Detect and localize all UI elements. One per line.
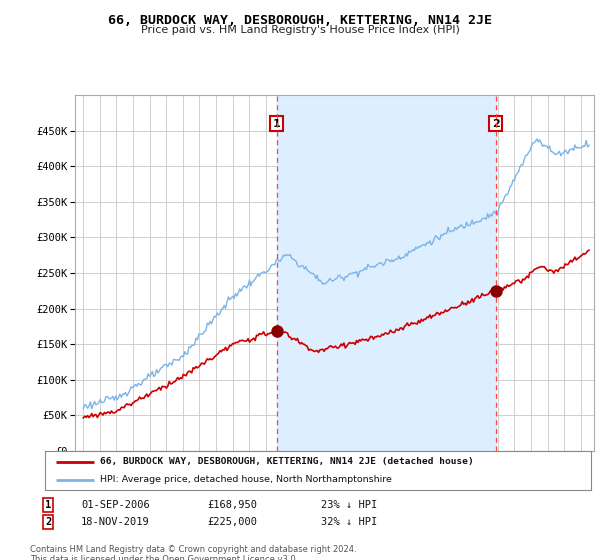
Bar [277, 95, 496, 451]
Text: £225,000: £225,000 [207, 517, 257, 527]
Text: Contains HM Land Registry data © Crown copyright and database right 2024.
This d: Contains HM Land Registry data © Crown c… [30, 545, 356, 560]
Text: 1: 1 [45, 500, 51, 510]
Text: 2: 2 [45, 517, 51, 527]
Text: 18-NOV-2019: 18-NOV-2019 [81, 517, 150, 527]
Text: 32% ↓ HPI: 32% ↓ HPI [321, 517, 377, 527]
Text: £168,950: £168,950 [207, 500, 257, 510]
Text: 66, BURDOCK WAY, DESBOROUGH, KETTERING, NN14 2JE (detached house): 66, BURDOCK WAY, DESBOROUGH, KETTERING, … [100, 458, 473, 466]
Text: HPI: Average price, detached house, North Northamptonshire: HPI: Average price, detached house, Nort… [100, 475, 391, 484]
Text: 01-SEP-2006: 01-SEP-2006 [81, 500, 150, 510]
Text: Price paid vs. HM Land Registry's House Price Index (HPI): Price paid vs. HM Land Registry's House … [140, 25, 460, 35]
Text: 1: 1 [273, 119, 281, 129]
Text: 2: 2 [492, 119, 500, 129]
Text: 66, BURDOCK WAY, DESBOROUGH, KETTERING, NN14 2JE: 66, BURDOCK WAY, DESBOROUGH, KETTERING, … [108, 14, 492, 27]
Text: 23% ↓ HPI: 23% ↓ HPI [321, 500, 377, 510]
